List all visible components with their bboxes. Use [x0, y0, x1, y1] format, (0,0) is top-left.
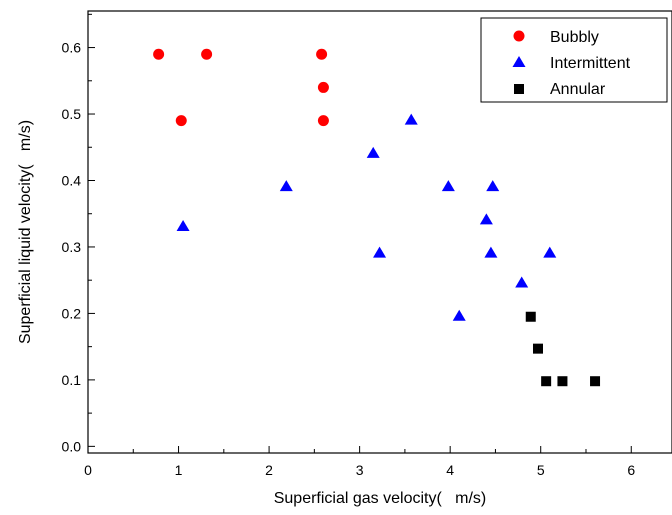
legend-label-intermittent: Intermittent — [550, 55, 631, 72]
point-intermittent — [452, 309, 466, 321]
x-tick-label: 3 — [356, 462, 364, 478]
point-annular — [525, 311, 536, 322]
data-points — [153, 48, 601, 387]
point-intermittent — [441, 180, 455, 192]
x-tick-label: 4 — [446, 462, 454, 478]
y-tick-label: 0.6 — [62, 40, 82, 56]
point-intermittent — [484, 246, 498, 258]
y-tick-label: 0.4 — [62, 172, 82, 188]
point-intermittent — [404, 113, 418, 125]
legend-box — [480, 17, 668, 103]
legend-label-annular: Annular — [550, 81, 606, 98]
axis-ticks — [87, 13, 632, 453]
legend-label-bubbly: Bubbly — [550, 29, 599, 46]
point-bubbly — [317, 115, 329, 127]
axis-tick-labels: 0 1 2 3 4 5 6 0.0 0.1 0.2 0.3 0.4 0.5 0.6 — [62, 40, 636, 478]
point-bubbly — [317, 81, 329, 93]
point-annular — [557, 376, 568, 387]
point-intermittent — [479, 213, 493, 225]
y-tick-label: 0.0 — [62, 438, 82, 454]
plot-frame — [87, 10, 672, 454]
x-tick-label: 1 — [175, 462, 183, 478]
point-intermittent — [366, 146, 380, 158]
point-bubbly — [153, 48, 165, 60]
legend: Bubbly Intermittent Annular — [480, 17, 668, 103]
legend-marker-annular — [514, 84, 524, 94]
y-tick-label: 0.1 — [62, 372, 82, 388]
x-tick-label: 6 — [627, 462, 635, 478]
y-tick-label: 0.3 — [62, 239, 82, 255]
y-tick-label: 0.5 — [62, 106, 82, 122]
legend-marker-intermittent — [512, 56, 526, 67]
legend-marker-bubbly — [513, 30, 525, 42]
point-intermittent — [176, 220, 190, 232]
point-intermittent — [486, 180, 500, 192]
point-intermittent — [373, 246, 387, 258]
point-intermittent — [515, 276, 529, 288]
y-axis-label: Superficial liquid velocity( m/s) — [17, 120, 34, 344]
point-annular — [532, 343, 543, 354]
point-bubbly — [175, 115, 187, 127]
point-bubbly — [316, 48, 328, 60]
point-bubbly — [201, 48, 213, 60]
y-tick-label: 0.2 — [62, 305, 82, 321]
x-tick-label: 2 — [265, 462, 273, 478]
point-intermittent — [543, 246, 557, 258]
x-tick-label: 0 — [84, 462, 92, 478]
x-tick-label: 5 — [537, 462, 545, 478]
point-annular — [590, 376, 601, 387]
point-annular — [541, 376, 552, 387]
x-axis-label: Superficial gas velocity( m/s) — [274, 490, 487, 507]
point-intermittent — [279, 180, 293, 192]
